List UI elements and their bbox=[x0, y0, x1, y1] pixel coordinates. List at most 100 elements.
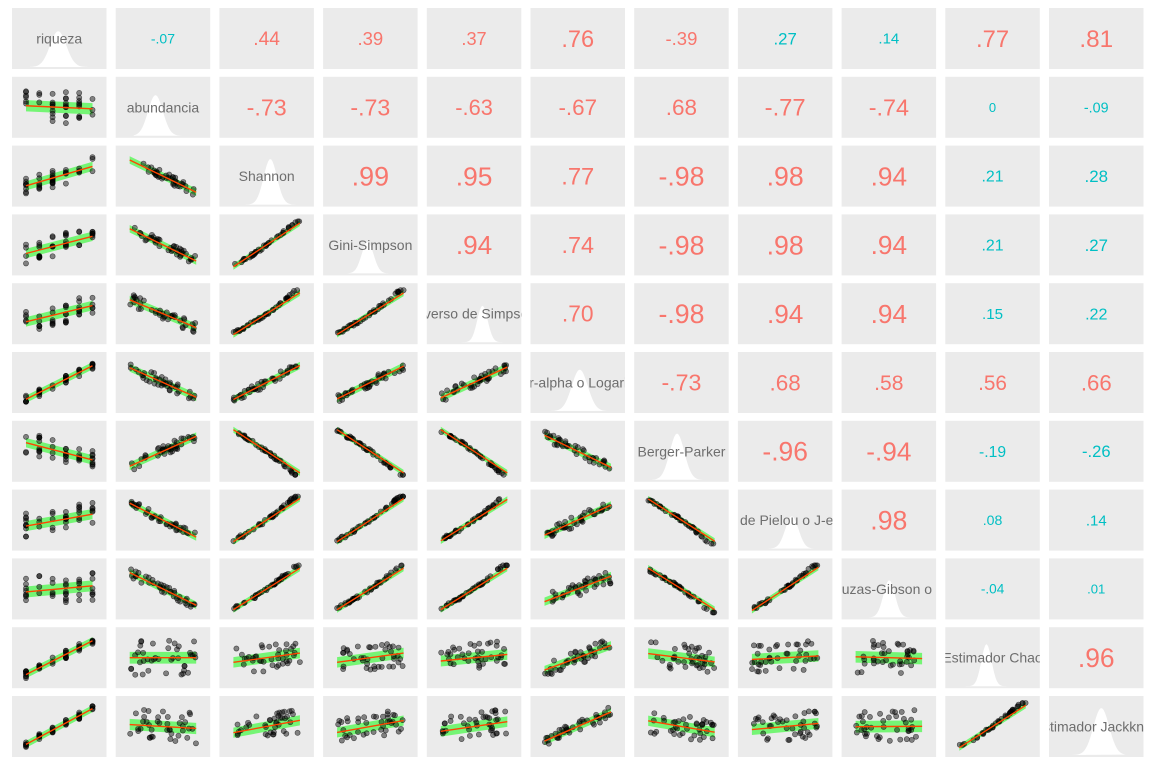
scatter-point bbox=[23, 244, 29, 251]
scatter-point bbox=[178, 435, 185, 442]
correlation-value: .37 bbox=[461, 29, 486, 49]
panel-2-3: .99 bbox=[323, 145, 418, 207]
scatter-point bbox=[378, 663, 385, 670]
scatter-point bbox=[190, 328, 197, 335]
scatter-point bbox=[174, 381, 181, 388]
scatter-point bbox=[450, 644, 456, 651]
panel-background bbox=[945, 145, 1040, 207]
scatter-point bbox=[880, 644, 887, 650]
scatter-point bbox=[193, 740, 199, 747]
panel-8-0 bbox=[12, 558, 107, 620]
scatter-point bbox=[175, 732, 182, 739]
scatter-point bbox=[697, 736, 703, 743]
correlation-value: -.98 bbox=[658, 230, 704, 260]
density-curve bbox=[755, 516, 815, 549]
scatter-point bbox=[793, 641, 800, 648]
scatter-point bbox=[148, 733, 155, 740]
panel-0-10: .81 bbox=[1049, 8, 1144, 69]
scatter-point bbox=[23, 597, 29, 604]
panel-background bbox=[1049, 352, 1144, 413]
panel-4-6: -.98 bbox=[634, 283, 729, 345]
scatter-point bbox=[581, 509, 588, 516]
panel-2-2: Shannon bbox=[219, 145, 314, 207]
scatter-point bbox=[89, 499, 96, 506]
scatter-point bbox=[904, 648, 911, 655]
scatter-point bbox=[751, 642, 757, 649]
scatter-point bbox=[182, 719, 189, 726]
scatter-point bbox=[145, 667, 152, 674]
panel-5-10: .66 bbox=[1049, 352, 1144, 413]
scatter-point bbox=[478, 709, 485, 716]
scatter-point bbox=[272, 641, 279, 648]
scatter-point bbox=[688, 736, 694, 743]
scatter-point bbox=[854, 669, 861, 676]
correlation-value: -.26 bbox=[1082, 442, 1111, 461]
scatter-point bbox=[140, 649, 146, 656]
scatter-point bbox=[131, 224, 138, 231]
scatter-point bbox=[380, 713, 386, 720]
scatter-point bbox=[63, 459, 69, 466]
scatter-point bbox=[456, 645, 463, 652]
panel-background bbox=[530, 283, 625, 345]
scatter-point bbox=[762, 667, 769, 674]
panel-background bbox=[841, 8, 937, 69]
panel-background bbox=[634, 8, 729, 69]
scatter-point bbox=[23, 675, 29, 682]
panel-background bbox=[945, 558, 1040, 620]
fit-line bbox=[129, 367, 197, 398]
scatter-point bbox=[344, 734, 350, 741]
scatter-point bbox=[141, 707, 147, 713]
scatter-point bbox=[754, 650, 761, 657]
scatter-point bbox=[551, 657, 557, 664]
panel-9-5 bbox=[530, 627, 625, 689]
scatter-point bbox=[49, 184, 56, 191]
scatter-point bbox=[876, 734, 883, 741]
scatter-point bbox=[36, 91, 43, 98]
scatter-point bbox=[76, 113, 83, 120]
scatter-point bbox=[63, 445, 69, 452]
scatter-point bbox=[89, 230, 96, 237]
scatter-point bbox=[784, 650, 791, 657]
scatter-point bbox=[164, 727, 171, 734]
scatter-point bbox=[762, 659, 769, 665]
scatter-point bbox=[579, 518, 586, 525]
scatter-point bbox=[785, 641, 792, 648]
scatter-point bbox=[754, 668, 761, 675]
scatter-point bbox=[648, 639, 654, 646]
correlation-value: -.74 bbox=[869, 94, 909, 120]
scatter-point bbox=[36, 434, 43, 441]
correlation-value: .99 bbox=[352, 162, 389, 192]
scatter-point bbox=[479, 648, 485, 655]
panel-4-10: .22 bbox=[1049, 283, 1144, 345]
panel-5-3 bbox=[323, 352, 418, 413]
panel-6-6: Berger-Parker bbox=[634, 420, 729, 482]
scatter-point bbox=[897, 736, 904, 743]
scatter-point bbox=[372, 643, 379, 650]
density-curve bbox=[548, 369, 607, 411]
scatter-point bbox=[89, 309, 96, 316]
scatter-point bbox=[63, 120, 69, 127]
scatter-point bbox=[279, 660, 286, 667]
correlation-value: .81 bbox=[1079, 26, 1113, 53]
panel-background bbox=[1049, 558, 1144, 620]
scatter-point bbox=[288, 646, 294, 652]
scatter-point bbox=[137, 642, 144, 649]
panel-6-4 bbox=[426, 420, 522, 482]
panel-8-9: -.04 bbox=[945, 558, 1040, 620]
correlation-value: .94 bbox=[767, 299, 803, 329]
fit-line bbox=[233, 222, 301, 268]
scatter-point bbox=[386, 643, 393, 650]
scatter-point bbox=[155, 381, 162, 388]
panel-2-9: .21 bbox=[945, 145, 1040, 207]
scatter-point bbox=[652, 639, 659, 646]
scatter-point bbox=[461, 720, 467, 727]
scatter-point bbox=[586, 644, 593, 651]
scatter-point bbox=[397, 471, 404, 478]
panel-3-7: .98 bbox=[737, 214, 833, 276]
scatter-point bbox=[354, 643, 361, 650]
scatter-point bbox=[177, 598, 184, 605]
correlation-value: .94 bbox=[871, 161, 907, 191]
scatter-point bbox=[390, 663, 397, 670]
scatter-point bbox=[542, 670, 549, 677]
scatter-point bbox=[863, 730, 870, 737]
